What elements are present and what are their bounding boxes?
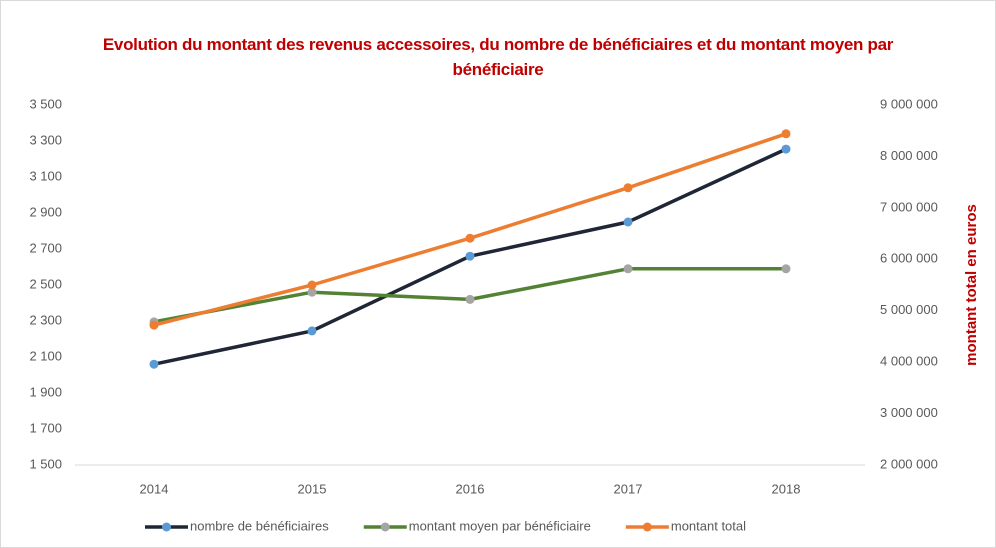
data-point: [781, 264, 791, 274]
y2-axis-label: montant total en euros: [963, 204, 980, 366]
y-tick-label: 3 300: [29, 132, 62, 147]
y-tick-label: 2 500: [29, 276, 62, 291]
y-tick-label: 1 700: [29, 420, 62, 435]
x-tick-label: 2018: [772, 481, 801, 496]
chart-title: Evolution du montant des revenus accesso…: [102, 35, 894, 79]
y-tick-label: 1 900: [29, 384, 62, 399]
data-point: [623, 264, 633, 274]
y2-tick-label: 8 000 000: [880, 148, 938, 163]
legend-marker: [642, 522, 652, 532]
y-tick-label: 2 100: [29, 348, 62, 363]
legend-label: montant total: [671, 518, 746, 533]
data-point: [149, 359, 159, 369]
y-tick-label: 2 300: [29, 312, 62, 327]
legend-label: nombre de bénéficiaires: [190, 518, 329, 533]
data-point: [781, 144, 791, 154]
y2-tick-label: 5 000 000: [880, 302, 938, 317]
legend-marker: [162, 522, 171, 532]
y-tick-label: 2 900: [29, 204, 62, 219]
data-point: [465, 233, 475, 243]
data-point: [781, 129, 791, 139]
y-tick-label: 3 500: [29, 96, 62, 111]
data-point: [307, 287, 317, 297]
y2-tick-label: 4 000 000: [880, 354, 938, 369]
y-tick-label: 1 500: [29, 456, 62, 471]
y2-tick-label: 9 000 000: [880, 96, 938, 111]
x-tick-label: 2014: [140, 481, 169, 496]
data-point: [307, 326, 317, 336]
x-tick-label: 2017: [614, 481, 643, 496]
y2-tick-label: 2 000 000: [880, 456, 938, 471]
y2-tick-label: 3 000 000: [880, 405, 938, 420]
y2-tick-label: 6 000 000: [880, 251, 938, 266]
data-point: [623, 183, 633, 193]
x-tick-label: 2016: [456, 481, 485, 496]
data-point: [307, 280, 317, 290]
data-point: [465, 294, 475, 304]
data-point: [623, 217, 633, 227]
y-tick-label: 2 700: [29, 240, 62, 255]
y-tick-label: 3 100: [29, 168, 62, 183]
data-point: [465, 251, 475, 261]
y2-tick-label: 7 000 000: [880, 199, 938, 214]
x-tick-label: 2015: [298, 481, 327, 496]
legend-marker: [380, 522, 390, 532]
legend-label: montant moyen par bénéficiaire: [409, 518, 591, 533]
data-point: [149, 320, 159, 330]
